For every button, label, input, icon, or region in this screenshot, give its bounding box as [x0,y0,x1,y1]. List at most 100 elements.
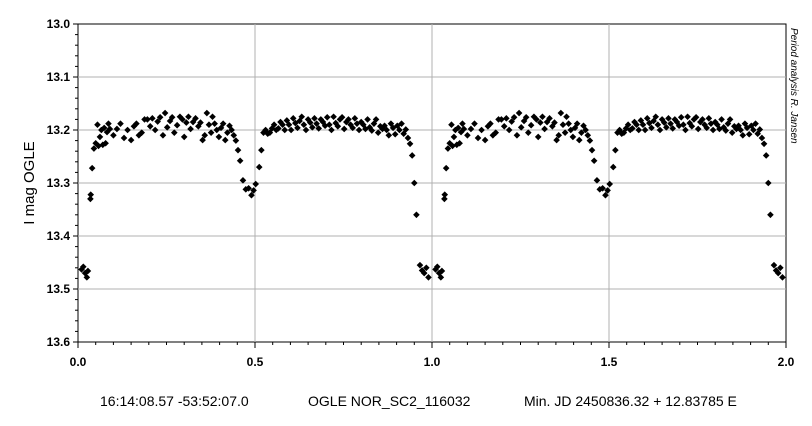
data-point [760,140,768,148]
data-point [758,134,766,142]
data-point [353,120,361,127]
y-tick-label: 13.0 [47,17,71,31]
data-point [667,120,674,127]
data-point [435,269,443,277]
y-tick-label: 13.3 [47,176,71,190]
data-point [665,115,672,122]
data-point [510,113,518,121]
data-point [120,134,128,142]
data-point [230,132,238,139]
data-point [777,264,784,272]
x-tick-label: 1.0 [424,355,441,369]
data-point [425,274,432,281]
data-point [557,109,565,117]
data-point [641,126,649,134]
data-point [205,121,213,128]
data-point [464,132,471,139]
data-point [100,124,108,132]
data-point [718,116,725,123]
data-point [716,125,723,133]
data-point [232,137,240,144]
data-point [454,124,462,132]
data-point [207,129,215,136]
data-point [539,113,546,121]
data-point [236,157,244,165]
data-point [127,136,135,144]
data-point [602,191,609,199]
data-point [637,117,645,124]
data-point [317,116,325,123]
data-point [553,136,560,144]
data-point [671,116,679,123]
data-point [215,133,223,141]
data-point [187,125,194,133]
data-point [460,125,468,133]
data-point [201,132,209,139]
data-point [151,126,159,134]
data-point [616,126,623,134]
data-point [489,132,497,139]
data-point [503,115,510,122]
data-point [478,126,485,134]
data-point [563,113,570,121]
data-point [626,126,634,134]
data-point [294,124,301,132]
data-point [586,137,594,144]
data-point [703,124,711,132]
data-point [437,274,445,281]
data-point [80,263,87,271]
data-point [197,119,204,126]
data-point [762,152,770,159]
data-point [750,126,757,134]
data-point [434,263,441,271]
data-point [604,187,611,194]
data-point [146,122,154,130]
data-point [648,124,655,132]
data-point [161,109,169,117]
data-point [345,116,352,123]
data-point [185,113,192,121]
data-point [420,269,428,277]
data-point [224,129,231,136]
data-point [450,133,458,141]
data-point [456,139,463,147]
data-point [546,115,553,122]
data-point [285,121,293,128]
data-point [203,109,211,117]
data-point [663,124,670,131]
data-point [110,132,117,139]
data-point [287,126,295,134]
data-point [351,115,359,122]
data-point [117,120,124,127]
x-tick-label: 2.0 [778,355,795,369]
data-point [534,133,542,141]
data-point [774,269,782,277]
data-point [508,118,515,125]
data-point [652,113,660,121]
data-point [573,120,581,127]
data-point [406,140,414,148]
data-point [467,125,475,133]
axes: 0.0 0.5 1.0 1.5 2.0 13.0 13.1 13.2 13.3 13.4 13.5 1… [47,17,795,369]
plot-area: 0.0 0.5 1.0 1.5 2.0 13.0 13.1 13.2 13.3 13.4 13.5 1… [47,17,795,369]
footer-star-id: OGLE NOR_SC2_116032 [308,393,471,409]
data-point [283,117,291,124]
data-point [677,113,685,121]
data-point [326,121,333,128]
data-point [549,122,556,130]
data-points [78,109,786,281]
data-point [252,180,260,188]
data-point [575,136,583,144]
data-point [609,163,617,171]
data-point [336,116,344,123]
data-point [590,157,598,165]
data-point [217,124,225,132]
data-point [133,120,140,127]
data-point [313,120,320,127]
data-point [242,186,250,193]
data-point [515,109,523,117]
data-point [459,120,466,127]
data-point [309,124,316,131]
data-point [87,191,95,198]
data-point [368,127,376,134]
